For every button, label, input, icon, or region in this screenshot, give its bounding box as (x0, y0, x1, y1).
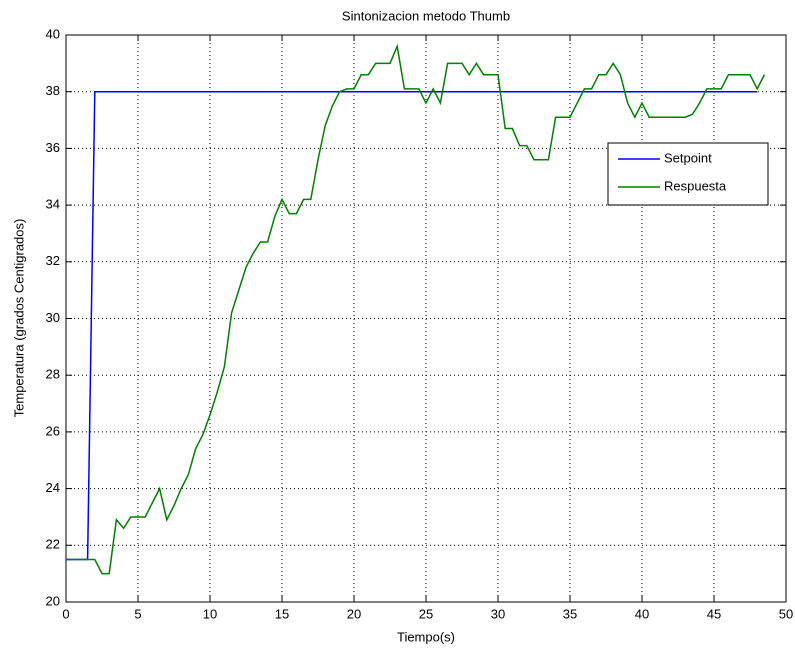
x-tick-label: 50 (779, 606, 793, 621)
y-tick-label: 20 (46, 593, 60, 608)
x-tick-label: 10 (203, 606, 217, 621)
chart-title: Sintonizacion metodo Thumb (342, 8, 510, 23)
plot-frame (65, 34, 787, 603)
legend-label: Respuesta (664, 178, 727, 193)
y-tick-label: 22 (46, 537, 60, 552)
y-tick-label: 36 (46, 140, 60, 155)
x-tick-label: 45 (707, 606, 721, 621)
legend-box (607, 142, 769, 206)
legend-label: Setpoint (664, 150, 712, 165)
y-tick-label: 38 (46, 83, 60, 98)
y-tick-label: 40 (46, 26, 60, 41)
x-tick-label: 0 (62, 606, 69, 621)
y-tick-label: 24 (46, 480, 60, 495)
x-tick-label: 25 (419, 606, 433, 621)
x-tick-label: 30 (491, 606, 505, 621)
series-line (66, 43, 766, 575)
x-tick-label: 40 (635, 606, 649, 621)
y-tick-label: 28 (46, 367, 60, 382)
x-tick-label: 35 (563, 606, 577, 621)
y-tick-label: 34 (46, 197, 60, 212)
x-tick-label: 20 (347, 606, 361, 621)
y-tick-label: 26 (46, 423, 60, 438)
x-axis-label: Tiempo(s) (397, 629, 455, 644)
x-tick-label: 15 (275, 606, 289, 621)
y-axis-label: Temperatura (grados Centigrados) (11, 219, 26, 418)
x-tick-label: 5 (134, 606, 141, 621)
y-tick-label: 32 (46, 253, 60, 268)
y-tick-label: 30 (46, 310, 60, 325)
